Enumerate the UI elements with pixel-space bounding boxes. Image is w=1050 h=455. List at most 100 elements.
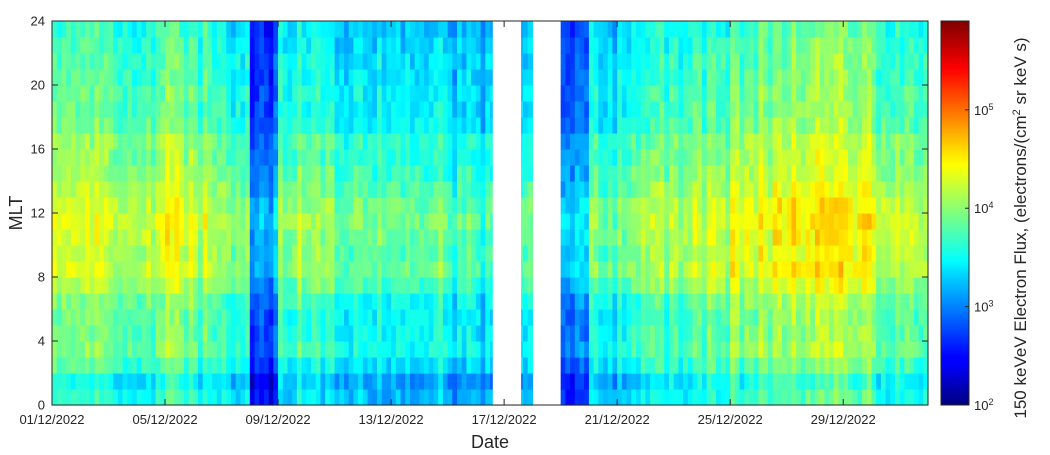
colorbar-tick-label: 103 <box>974 299 993 315</box>
heatmap-cell <box>636 133 642 150</box>
heatmap-cell <box>80 133 86 150</box>
heatmap-cell <box>603 325 609 342</box>
heatmap-cell <box>711 149 717 166</box>
heatmap-cell <box>833 357 840 374</box>
heatmap-cell <box>433 149 439 166</box>
heatmap-cell <box>362 341 369 358</box>
heatmap-cell <box>80 197 86 214</box>
heatmap-cell <box>584 37 590 54</box>
heatmap-cell <box>810 309 816 326</box>
heatmap-cell <box>909 133 915 150</box>
heatmap-cell <box>212 341 218 358</box>
heatmap-cell <box>791 149 797 166</box>
heatmap-cell <box>772 213 778 230</box>
heatmap-cell <box>419 37 425 54</box>
heatmap-cell <box>683 277 689 294</box>
heatmap-cell <box>838 373 844 390</box>
heatmap-cell <box>678 197 684 214</box>
heatmap-cell <box>103 245 110 262</box>
heatmap-cell <box>772 117 778 134</box>
heatmap-cell <box>678 261 684 278</box>
heatmap-cell <box>122 357 128 374</box>
heatmap-cell <box>687 309 694 326</box>
heatmap-cell <box>923 21 929 38</box>
heatmap-cell <box>249 117 256 134</box>
heatmap-cell <box>70 69 77 86</box>
heatmap-cell <box>358 245 364 262</box>
heatmap-cell <box>296 293 303 310</box>
heatmap-cell <box>230 213 237 230</box>
heatmap-cell <box>94 37 100 54</box>
heatmap-cell <box>94 325 100 342</box>
heatmap-cell <box>617 309 623 326</box>
heatmap-cell <box>480 261 486 278</box>
heatmap-cell <box>725 165 731 182</box>
heatmap-cell <box>179 69 185 86</box>
heatmap-cell <box>923 229 929 246</box>
heatmap-cell <box>461 21 468 38</box>
heatmap-cell <box>593 213 599 230</box>
heatmap-cell <box>621 101 628 118</box>
heatmap-cell <box>461 389 468 406</box>
heatmap-cell <box>668 245 675 262</box>
heatmap-cell <box>767 69 774 86</box>
heatmap-cell <box>772 21 778 38</box>
heatmap-cell <box>183 149 190 166</box>
heatmap-cell <box>127 85 133 102</box>
heatmap-cell <box>522 309 529 326</box>
heatmap-cell <box>890 293 896 310</box>
heatmap-cell <box>358 101 364 118</box>
heatmap-cell <box>245 373 251 390</box>
heatmap-cell <box>678 69 684 86</box>
heatmap-cell <box>683 85 689 102</box>
heatmap-cell <box>923 197 929 214</box>
heatmap-cell <box>701 117 708 134</box>
heatmap-cell <box>165 373 171 390</box>
heatmap-cell <box>730 117 736 134</box>
heatmap-cell <box>673 245 679 262</box>
heatmap-cell <box>570 357 576 374</box>
heatmap-cell <box>824 101 830 118</box>
heatmap-cell <box>461 165 468 182</box>
heatmap-cell <box>424 117 430 134</box>
heatmap-cell <box>263 309 270 326</box>
heatmap-cell <box>400 149 406 166</box>
heatmap-cell <box>824 117 830 134</box>
heatmap-cell <box>75 69 81 86</box>
heatmap-cell <box>560 149 566 166</box>
heatmap-cell <box>621 245 628 262</box>
heatmap-cell <box>617 181 623 198</box>
heatmap-cell <box>433 181 439 198</box>
heatmap-cell <box>584 197 590 214</box>
heatmap-cell <box>777 85 783 102</box>
heatmap-cell <box>169 37 176 54</box>
heatmap-cell <box>424 341 430 358</box>
heatmap-cell <box>405 133 411 150</box>
heatmap-cell <box>871 357 877 374</box>
heatmap-cell <box>56 261 63 278</box>
heatmap-cell <box>259 53 265 70</box>
heatmap-cell <box>400 101 406 118</box>
heatmap-cell <box>179 21 185 38</box>
heatmap-cell <box>254 181 260 198</box>
heatmap-cell <box>522 325 529 342</box>
heatmap-cell <box>753 341 760 358</box>
heatmap-cell <box>268 245 274 262</box>
heatmap-cell <box>99 165 105 182</box>
heatmap-cell <box>819 357 825 374</box>
heatmap-cell <box>89 325 95 342</box>
heatmap-cell <box>871 69 877 86</box>
heatmap-cell <box>259 21 265 38</box>
heatmap-cell <box>282 133 289 150</box>
heatmap-cell <box>221 85 227 102</box>
heatmap-cell <box>899 229 906 246</box>
heatmap-cell <box>372 373 378 390</box>
heatmap-cell <box>292 229 298 246</box>
heatmap-cell <box>805 117 811 134</box>
heatmap-cell <box>763 277 769 294</box>
heatmap-cell <box>810 165 816 182</box>
heatmap-cell <box>108 357 114 374</box>
heatmap-cell <box>913 101 920 118</box>
heatmap-cell <box>442 149 449 166</box>
heatmap-cell <box>852 197 858 214</box>
